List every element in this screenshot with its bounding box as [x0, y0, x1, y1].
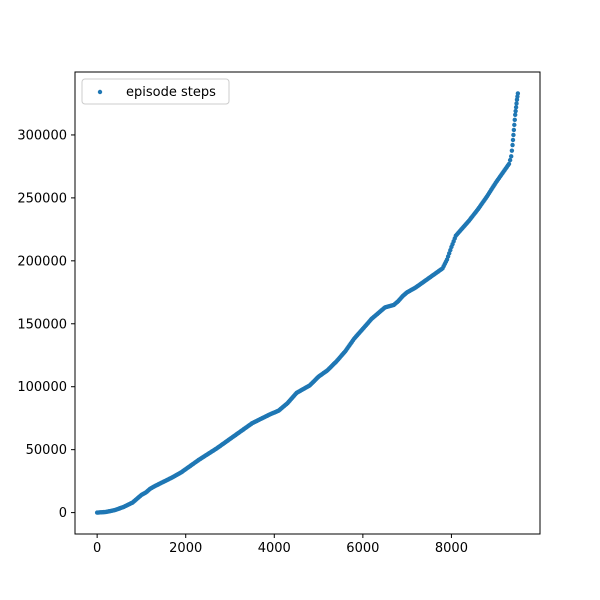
y-tick-label: 300000 — [17, 128, 67, 143]
data-point — [513, 105, 519, 110]
plot-background — [75, 72, 540, 534]
x-tick-label: 2000 — [169, 541, 202, 556]
axes-frame — [74, 71, 541, 535]
x-tick-label: 6000 — [346, 541, 379, 556]
data-point — [512, 122, 517, 128]
data-point — [511, 132, 516, 138]
data-point — [506, 161, 512, 167]
y-tick-label: 100000 — [17, 380, 67, 395]
y-tick-label: 200000 — [17, 254, 67, 269]
y-tick-label: 150000 — [17, 317, 67, 332]
series-episode-steps — [94, 91, 521, 515]
data-point — [510, 142, 515, 148]
legend-box — [81, 78, 230, 105]
x-tick-label: 8000 — [435, 541, 468, 556]
data-point — [515, 91, 521, 96]
data-point — [511, 127, 517, 133]
y-tick-label: 0 — [59, 506, 67, 521]
data-point — [514, 101, 519, 106]
plot-area — [75, 72, 540, 534]
x-tick-label: 0 — [93, 541, 101, 556]
legend-label: episode steps — [126, 85, 216, 100]
legend: episode steps — [81, 78, 230, 105]
data-point — [512, 117, 517, 123]
data-point — [509, 154, 514, 159]
data-point — [513, 112, 518, 118]
data-point — [510, 137, 516, 143]
y-tick-label: 250000 — [17, 191, 67, 206]
y-tick-label: 50000 — [26, 443, 67, 458]
data-point — [513, 108, 518, 114]
axes: 0 2000 4000 6000 8000 0 50000 100000 150000 20000… — [17, 71, 541, 556]
legend-marker — [97, 89, 103, 95]
data-point — [507, 157, 513, 163]
x-tick-label: 4000 — [258, 541, 291, 556]
data-point — [509, 148, 515, 153]
